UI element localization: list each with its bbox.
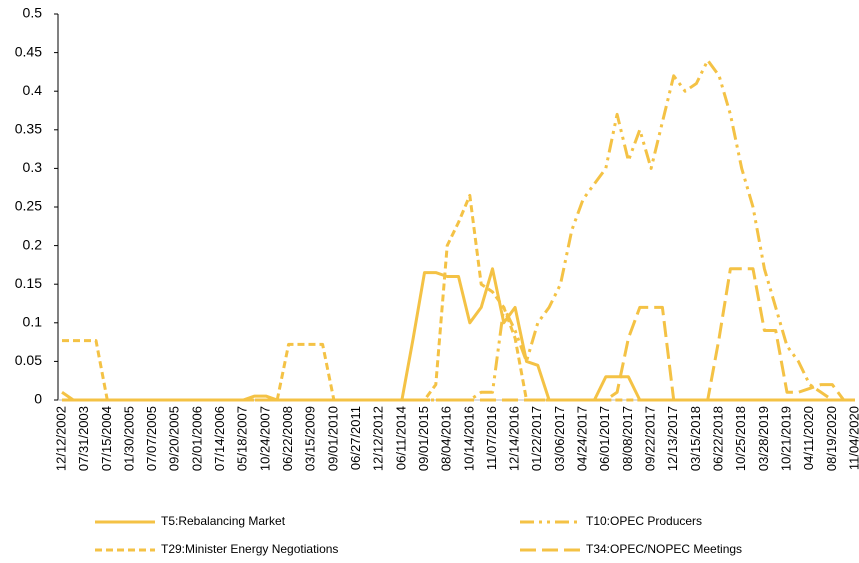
- x-tick-label: 02/01/2006: [189, 406, 204, 471]
- x-tick-label: 01/22/2017: [529, 406, 544, 471]
- x-tick-label: 12/13/2017: [665, 406, 680, 471]
- x-tick-label: 09/20/2005: [167, 406, 182, 471]
- series-line: [61, 267, 855, 402]
- series-line: [62, 267, 855, 402]
- series-line: [62, 193, 855, 402]
- x-tick-label: 12/12/2012: [371, 406, 386, 471]
- y-tick-label: 0.3: [23, 159, 43, 175]
- x-tick-label: 06/27/2011: [348, 406, 363, 470]
- x-tick-label: 03/06/2017: [552, 406, 567, 471]
- x-tick-label: 03/15/2009: [303, 406, 318, 471]
- y-tick-label: 0.5: [23, 5, 43, 21]
- x-tick-label: 06/11/2014: [393, 406, 408, 470]
- y-tick-label: 0.05: [15, 352, 42, 368]
- x-tick-label: 03/15/2018: [688, 406, 703, 471]
- y-tick-label: 0: [34, 391, 42, 407]
- y-tick-label: 0.45: [15, 43, 42, 59]
- legend-label: T5:Rebalancing Market: [161, 514, 286, 528]
- legend-label: T10:OPEC Producers: [586, 514, 702, 528]
- x-tick-label: 06/01/2017: [597, 406, 612, 471]
- x-tick-label: 01/30/2005: [121, 406, 136, 471]
- y-tick-label: 0.1: [23, 314, 43, 330]
- x-tick-label: 05/18/2007: [235, 406, 250, 471]
- x-tick-label: 09/22/2017: [643, 406, 658, 471]
- y-tick-label: 0.35: [15, 121, 42, 137]
- x-tick-label: 07/31/2003: [76, 406, 91, 471]
- x-tick-label: 07/15/2004: [99, 406, 114, 471]
- x-tick-label: 08/08/2017: [620, 406, 635, 471]
- x-tick-label: 04/24/2017: [575, 406, 590, 471]
- x-tick-label: 03/28/2019: [756, 406, 771, 471]
- legend-label: T34:OPEC/NOPEC Meetings: [586, 542, 742, 556]
- x-tick-label: 10/14/2016: [461, 406, 476, 471]
- x-tick-label: 06/22/2008: [280, 406, 295, 471]
- series-line: [62, 58, 855, 402]
- x-tick-label: 10/25/2018: [733, 406, 748, 471]
- x-tick-label: 09/01/2010: [325, 406, 340, 471]
- y-tick-label: 0.4: [23, 82, 43, 98]
- x-tick-label: 06/22/2018: [710, 406, 725, 471]
- y-tick-label: 0.25: [15, 198, 42, 214]
- x-tick-label: 04/11/2020: [801, 406, 816, 470]
- x-tick-label: 08/04/2016: [439, 406, 454, 471]
- y-tick-label: 0.2: [23, 236, 43, 252]
- y-tick-label: 0.15: [15, 275, 42, 291]
- x-tick-label: 11/04/2020: [846, 406, 859, 470]
- x-tick-label: 12/12/2002: [53, 406, 68, 471]
- x-tick-label: 12/14/2016: [507, 406, 522, 471]
- legend-label: T29:Minister Energy Negotiations: [161, 542, 338, 556]
- x-tick-label: 08/19/2020: [824, 406, 839, 471]
- x-tick-label: 07/07/2005: [144, 406, 159, 471]
- x-tick-label: 10/24/2007: [257, 406, 272, 471]
- x-tick-label: 11/07/2016: [484, 406, 499, 470]
- x-tick-label: 07/14/2006: [212, 406, 227, 471]
- x-tick-label: 09/01/2015: [416, 406, 431, 471]
- x-tick-label: 10/21/2019: [778, 406, 793, 471]
